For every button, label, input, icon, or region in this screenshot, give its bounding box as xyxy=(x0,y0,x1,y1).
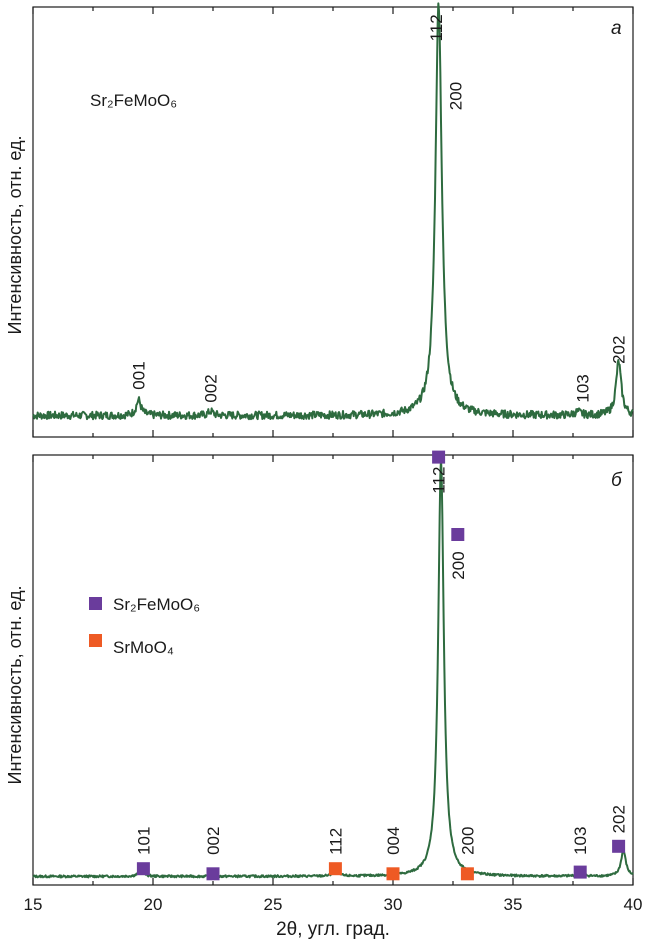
x-tick-labels: 15 20 25 30 35 40 xyxy=(24,895,643,914)
panel-b-reflections: 101 002 112 004 112 200 200 103 202 xyxy=(134,450,629,881)
x-tick-label-15: 15 xyxy=(24,895,43,914)
x-tick-label-20: 20 xyxy=(144,895,163,914)
x-tick-label-30: 30 xyxy=(384,895,403,914)
reflection-label-103-7: 103 xyxy=(571,827,590,855)
reflection-marker-103-7 xyxy=(573,865,587,879)
reflection-marker-101-0 xyxy=(136,862,150,876)
panel-b-frame xyxy=(32,454,634,886)
panel-b-trace xyxy=(32,457,634,879)
reflection-label-001-0: 001 xyxy=(130,361,149,389)
panel-a-trace xyxy=(32,2,634,421)
panel-a-frame xyxy=(32,6,634,438)
legend-marker-sr2femoo6 xyxy=(89,597,102,610)
panel-a: 001 002 112 200 103 202 а Sr₂FeMoO₆ Интенсивн… xyxy=(5,2,634,438)
panel-a-compound-label: Sr₂FeMoO₆ xyxy=(90,91,177,110)
x-axis-label: 2θ, угл. град. xyxy=(276,919,390,940)
reflection-label-202-5: 202 xyxy=(610,336,629,364)
legend: Sr₂FeMoO₆ SrMoO₄ xyxy=(89,595,200,657)
legend-marker-srmoo4 xyxy=(89,634,102,647)
reflection-marker-200-5 xyxy=(451,528,465,541)
reflection-label-112-2: 112 xyxy=(326,828,345,855)
panel-b-y-axis-label: Интенсивность, отн. ед. xyxy=(5,586,25,785)
reflection-label-103-4: 103 xyxy=(574,374,593,402)
reflection-label-002-1: 002 xyxy=(204,827,223,855)
reflection-label-002-1: 002 xyxy=(202,374,221,402)
panel-a-reflections: 001 002 112 200 103 202 xyxy=(130,14,629,402)
reflection-marker-004-3 xyxy=(386,867,400,881)
reflection-label-004-3: 004 xyxy=(384,827,403,855)
reflection-label-112-4: 112 xyxy=(430,467,449,494)
panel-b: 15 20 25 30 35 40 101 002 112 004 112 200 200 103 202… xyxy=(5,450,643,914)
reflection-label-200-3: 200 xyxy=(446,82,465,110)
panel-a-letter: а xyxy=(611,18,622,39)
reflection-label-112-2: 112 xyxy=(427,14,446,41)
panel-a-y-axis-label: Интенсивность, отн. ед. xyxy=(5,136,25,335)
reflection-label-101-0: 101 xyxy=(134,827,153,855)
reflection-label-200-6: 200 xyxy=(458,827,477,855)
x-tick-label-40: 40 xyxy=(624,895,643,914)
panel-b-letter: б xyxy=(611,470,623,491)
legend-label-sr2femoo6: Sr₂FeMoO₆ xyxy=(113,595,200,614)
x-tick-label-35: 35 xyxy=(504,895,523,914)
reflection-marker-112-2 xyxy=(328,862,342,876)
panel-b-x-ticks xyxy=(32,455,634,885)
reflection-marker-202-8 xyxy=(612,839,626,853)
x-tick-label-25: 25 xyxy=(264,895,283,914)
reflection-marker-200-6 xyxy=(460,867,474,881)
reflection-marker-002-1 xyxy=(206,867,220,881)
legend-label-srmoo4: SrMoO₄ xyxy=(113,638,174,657)
panel-a-x-ticks xyxy=(32,7,634,437)
reflection-marker-112-4 xyxy=(432,450,446,464)
reflection-label-202-8: 202 xyxy=(610,805,629,833)
reflection-label-200-5: 200 xyxy=(449,551,468,579)
